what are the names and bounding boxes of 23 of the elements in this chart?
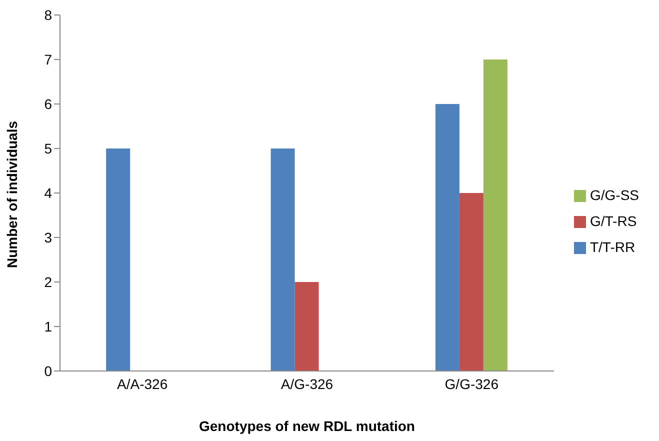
bar (270, 148, 295, 371)
legend-label: G/T-RS (590, 212, 637, 228)
legend-label: G/G-SS (590, 186, 639, 202)
y-tick-label: 2 (44, 274, 52, 290)
x-tick-label: G/G-326 (444, 376, 499, 392)
y-tick-label: 5 (44, 140, 52, 156)
y-tick-label: 6 (44, 96, 52, 112)
x-axis-title: Genotypes of new RDL mutation (199, 418, 415, 434)
y-tick-label: 8 (44, 6, 52, 23)
y-axis-title: Number of individuals (4, 120, 20, 268)
x-tick-label: A/G-326 (280, 376, 334, 392)
bar (435, 104, 460, 371)
y-tick-label: 7 (44, 51, 52, 68)
y-tick-label: 3 (44, 229, 52, 246)
x-tick-label: A/A-326 (117, 376, 168, 392)
y-tick-label: 1 (44, 318, 52, 334)
bar (459, 193, 484, 371)
y-tick-label: 0 (44, 362, 52, 379)
bar (294, 282, 319, 371)
y-tick-label: 4 (44, 184, 52, 201)
legend-label: T/T-RR (590, 238, 636, 254)
bar (106, 148, 130, 371)
bar (483, 60, 508, 371)
